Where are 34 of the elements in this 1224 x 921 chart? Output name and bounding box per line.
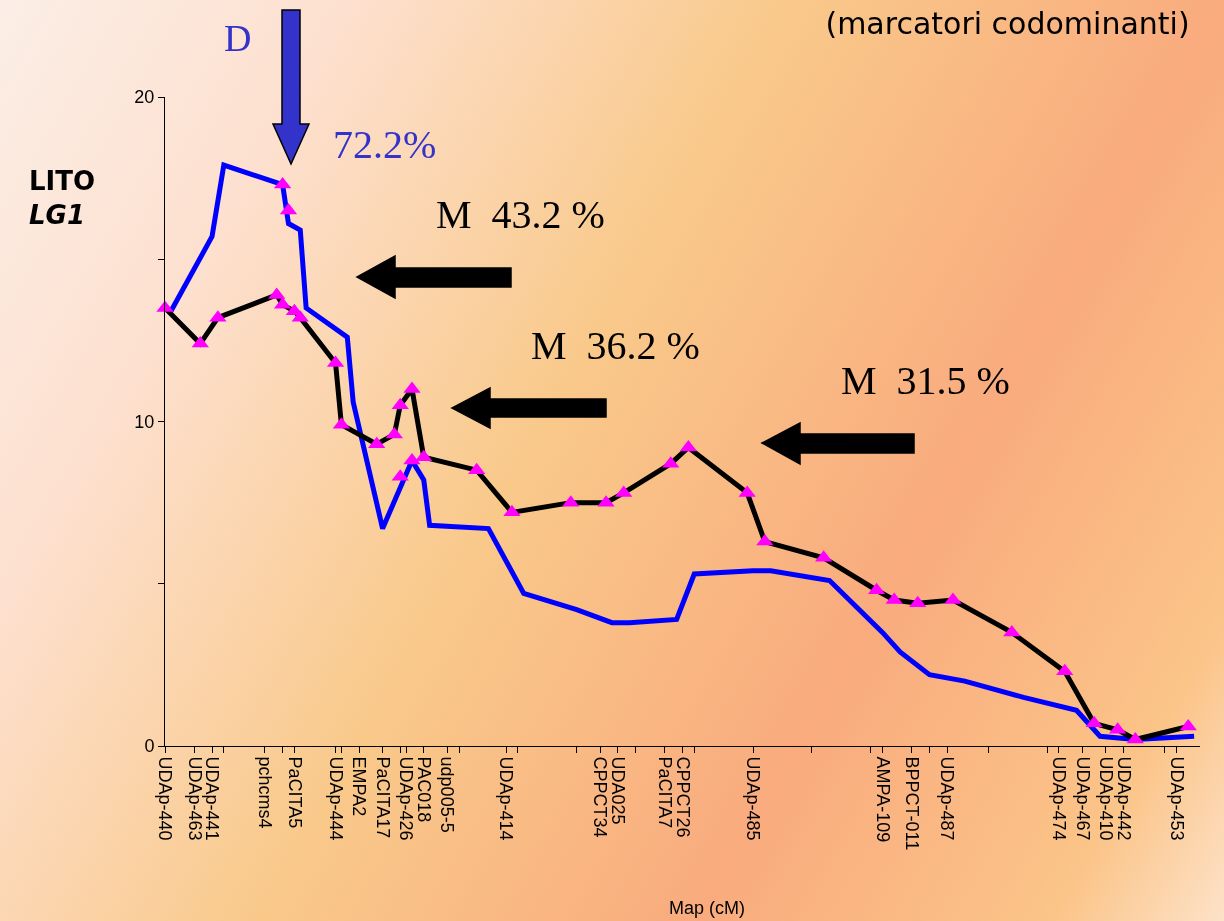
- x-tick-label: pchcms4: [255, 756, 276, 829]
- point: [1085, 715, 1103, 728]
- x-tick-label: PaCITA5: [284, 756, 305, 829]
- x-tick-label: UDAp-444: [325, 756, 346, 841]
- x-tick-label: UDAp-487: [937, 756, 958, 841]
- x-tick-label: UDAp-467: [1072, 756, 1093, 841]
- annotation: 72.2%: [333, 122, 437, 167]
- x-tick-label: PaCITA17: [372, 756, 393, 839]
- y-tick-label: 0: [144, 736, 155, 757]
- annotation: M 36.2 %: [531, 323, 700, 368]
- x-tick-label: BPPCT-011: [902, 756, 922, 851]
- x-tick-label: udp005-5: [437, 756, 458, 833]
- annotation: M 43.2 %: [436, 192, 605, 237]
- x-tick-label: UDAp-414: [496, 756, 517, 841]
- point: [391, 397, 409, 410]
- x-tick-label: UDAp-441: [202, 756, 223, 841]
- point: [1056, 663, 1074, 676]
- x-axis-title: Map (cM): [669, 898, 745, 918]
- x-tick-label: UDAp-474: [1049, 756, 1070, 841]
- point: [503, 504, 521, 517]
- point: [403, 452, 421, 465]
- x-tick-label: UDAp-453: [1166, 756, 1187, 841]
- y-tick-label: 10: [134, 411, 155, 432]
- y-tick-label: 20: [134, 87, 155, 108]
- y-axis-title: LITO LG1: [29, 166, 96, 230]
- x-tick-label: AMPA-109: [872, 756, 893, 843]
- x-tick-label: UDAp-442: [1113, 756, 1134, 841]
- x-tick-label: EMPA2: [349, 756, 370, 817]
- chart-title: (marcatori codominanti): [825, 5, 1190, 41]
- annotation: M 31.5 %: [841, 358, 1010, 403]
- x-tick-label: UDAp-485: [743, 756, 764, 841]
- text: D: [224, 17, 252, 59]
- point: [1003, 624, 1021, 637]
- x-tick-label: UDAp-440: [155, 756, 176, 841]
